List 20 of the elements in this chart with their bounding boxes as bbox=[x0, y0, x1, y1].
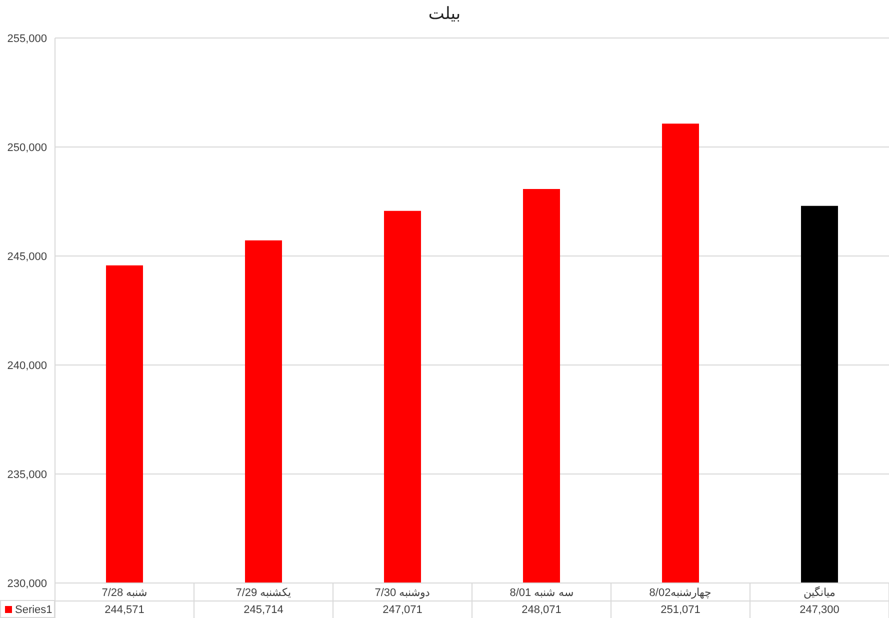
y-tick-label: 240,000 bbox=[7, 360, 47, 372]
y-tick-label: 235,000 bbox=[7, 468, 47, 481]
y-tick-label: 255,000 bbox=[7, 32, 47, 45]
data-label: 248,071 bbox=[522, 604, 562, 616]
x-tick-label: یکشنبه 7/29 bbox=[236, 587, 292, 599]
data-label: 251,071 bbox=[660, 604, 700, 616]
x-tick-label: میانگین bbox=[804, 586, 836, 599]
chart-title: بیلت bbox=[427, 4, 462, 24]
y-tick-label: 245,000 bbox=[7, 250, 47, 263]
y-tick-label: 230,000 bbox=[7, 578, 47, 590]
data-label: 244,571 bbox=[104, 604, 144, 616]
data-label: 247,300 bbox=[800, 604, 840, 616]
x-tick-label: دوشنبه 7/30 bbox=[374, 587, 430, 599]
x-tick-label: چهارشنبه8/02 bbox=[649, 587, 712, 599]
data-label: 245,714 bbox=[244, 604, 284, 616]
x-tick-label: سه شنبه 8/01 bbox=[510, 587, 574, 599]
y-tick-label: 250,000 bbox=[7, 142, 47, 154]
legend-label: Series1 bbox=[15, 604, 52, 616]
x-tick-label: شنبه 7/28 bbox=[102, 587, 148, 599]
data-label: 247,071 bbox=[382, 604, 422, 616]
